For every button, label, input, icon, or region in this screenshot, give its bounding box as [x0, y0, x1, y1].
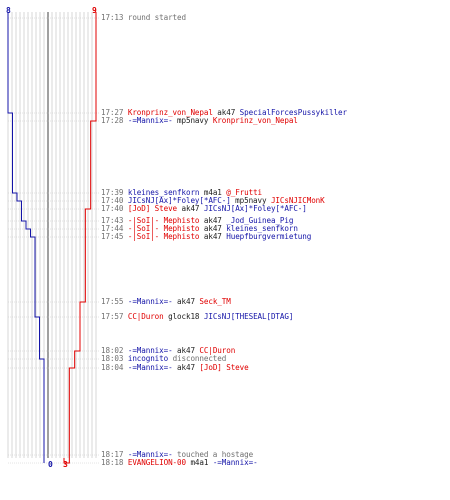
event-row: 17:40 [JoD] Steve ak47 JICsNJ[Ax]*Foley[…	[101, 204, 307, 213]
event-text: kleines_senfkorn	[226, 224, 298, 233]
event-text: EVANGELION-00	[127, 458, 186, 467]
event-text: Kronprinz_von_Nepal	[127, 108, 213, 117]
event-text: -=Mannix=-	[127, 297, 173, 306]
event-text: incognito	[127, 354, 169, 363]
blue-start-score: 8	[6, 6, 11, 15]
event-text: CC|Duron	[127, 312, 164, 321]
event-text: [JoD] Steve	[127, 204, 178, 213]
event-text: mp5navy	[172, 116, 213, 125]
event-row: 17:45 -|SoI|- Mephisto ak47 Huepfburgver…	[101, 232, 311, 241]
event-text: glock18	[163, 312, 204, 321]
event-text: JICsNJICMonK	[270, 196, 325, 205]
event-text: JICsNJ[Ax]*Foley[*AFC-]	[127, 196, 231, 205]
event-text: -|SoI|- Mephisto	[127, 232, 200, 241]
event-text: -=Mannix=-	[212, 458, 258, 467]
event-time: 17:40	[101, 204, 128, 213]
event-text: _Jod_Guinea_Pig	[226, 216, 294, 225]
event-row: 17:43 -|SoI|- Mephisto ak47 _Jod_Guinea_…	[101, 216, 293, 225]
event-text: -=Mannix=-	[127, 116, 173, 125]
event-text: ak47	[177, 204, 204, 213]
blue-end-score: 0	[48, 460, 53, 469]
event-text: ak47	[212, 108, 240, 117]
event-time: 17:57	[101, 312, 128, 321]
event-time: 17:27	[101, 108, 128, 117]
event-text: touched a hostage	[172, 450, 254, 459]
event-text: -=Mannix=-	[127, 346, 173, 355]
event-row: 17:39 kleines_senfkorn m4a1 @_Frutti	[101, 188, 262, 197]
event-text: disconnected	[168, 354, 227, 363]
event-time: 18:18	[101, 458, 128, 467]
event-time: 17:43	[101, 216, 128, 225]
event-row: 17:55 -=Mannix=- ak47 Seck_TM	[101, 297, 231, 306]
event-text: JICsNJ[Ax]*Foley[*AFC-]	[203, 204, 307, 213]
event-text: mp5navy	[230, 196, 271, 205]
event-text: ak47	[172, 297, 200, 306]
event-time: 18:02	[101, 346, 128, 355]
event-text: ak47	[172, 346, 200, 355]
event-text: Kronprinz_von_Nepal	[212, 116, 298, 125]
event-row: 17:27 Kronprinz_von_Nepal ak47 SpecialFo…	[101, 108, 347, 117]
event-time: 17:44	[101, 224, 128, 233]
event-row: 18:18 EVANGELION-00 m4a1 -=Mannix=-	[101, 458, 258, 467]
event-text: ak47	[199, 232, 227, 241]
event-time: 18:04	[101, 363, 128, 372]
event-time: 18:03	[101, 354, 128, 363]
red-team-line	[63, 12, 97, 464]
event-text: ak47	[199, 216, 227, 225]
event-row: 18:02 -=Mannix=- ak47 CC|Duron	[101, 346, 235, 355]
event-text: ak47	[172, 363, 200, 372]
event-row: 17:13 round started	[101, 13, 186, 22]
event-text: -|SoI|- Mephisto	[127, 216, 200, 225]
event-text: ak47	[199, 224, 227, 233]
event-row: 17:57 CC|Duron glock18 JICsNJ[THESEAL[DT…	[101, 312, 293, 321]
event-time: 17:55	[101, 297, 128, 306]
red-end-score: 3	[63, 460, 68, 469]
event-text: @_Frutti	[226, 188, 263, 197]
event-time: 17:39	[101, 188, 128, 197]
event-text: CC|Duron	[199, 346, 236, 355]
event-time: 17:45	[101, 232, 128, 241]
event-row: 17:44 -|SoI|- Mephisto ak47 kleines_senf…	[101, 224, 298, 233]
event-row: 18:04 -=Mannix=- ak47 [JoD] Steve	[101, 363, 249, 372]
red-start-score: 9	[92, 6, 97, 15]
event-text: -=Mannix=-	[127, 450, 173, 459]
event-time: 17:28	[101, 116, 128, 125]
event-text: m4a1	[199, 188, 227, 197]
event-row: 17:40 JICsNJ[Ax]*Foley[*AFC-] mp5navy JI…	[101, 196, 325, 205]
event-text: m4a1	[185, 458, 213, 467]
event-row: 18:17 -=Mannix=- touched a hostage	[101, 450, 253, 459]
event-text: Seck_TM	[199, 297, 231, 306]
event-text: kleines_senfkorn	[127, 188, 200, 197]
event-row: 18:03 incognito disconnected	[101, 354, 226, 363]
event-text: [JoD] Steve	[199, 363, 249, 372]
event-row: 17:28 -=Mannix=- mp5navy Kronprinz_von_N…	[101, 116, 298, 125]
event-time: 17:13	[101, 13, 128, 22]
event-text: -|SoI|- Mephisto	[127, 224, 200, 233]
blue-team-line	[7, 12, 45, 463]
event-time: 17:40	[101, 196, 128, 205]
event-text: SpecialForcesPussykiller	[239, 108, 347, 117]
event-text: JICsNJ[THESEAL[DTAG]	[203, 312, 294, 321]
event-text: -=Mannix=-	[127, 363, 173, 372]
event-text: Huepfburgvermietung	[226, 232, 312, 241]
event-time: 18:17	[101, 450, 128, 459]
event-text: round started	[127, 13, 186, 22]
